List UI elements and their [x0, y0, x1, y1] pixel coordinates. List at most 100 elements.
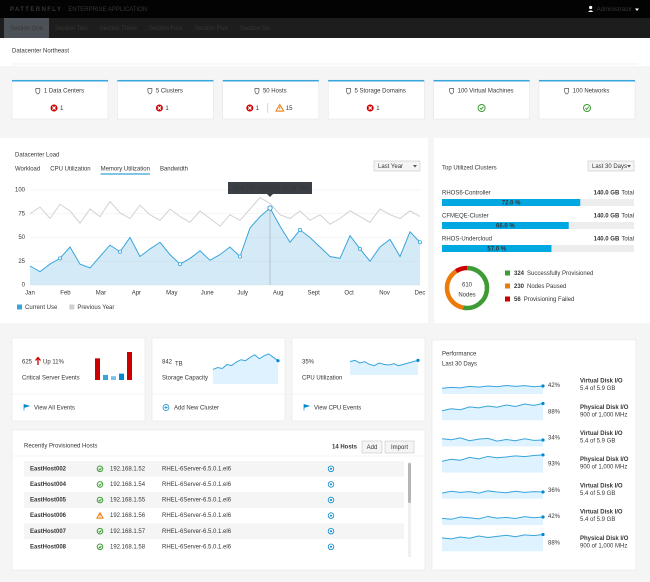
host-action[interactable] — [327, 512, 335, 519]
sparkline-area — [442, 385, 543, 394]
dropdown[interactable] — [587, 160, 635, 172]
performance-subtitle: Last 30 Days — [442, 362, 477, 368]
donut-total: 610 — [462, 283, 473, 289]
cluster-total: Total — [621, 237, 634, 243]
load-tab[interactable]: CPU Utilization — [50, 167, 90, 173]
performance-percent: 36% — [548, 488, 561, 494]
dropdown[interactable] — [373, 160, 421, 172]
status-count: 1 — [376, 106, 380, 112]
ok-icon-check — [98, 545, 102, 549]
host-action[interactable] — [327, 543, 335, 550]
y-tick-label: 0 — [22, 283, 26, 289]
plus-icon — [162, 404, 170, 411]
cluster-bar — [442, 245, 552, 252]
status-count: 1 — [60, 106, 64, 112]
host-version: RHEL-6Server-6.5.0.1.el6 — [162, 466, 232, 472]
host-action[interactable] — [327, 465, 335, 472]
series-point — [417, 240, 422, 245]
product-name: ENTERPRISE APPLICATION — [68, 7, 147, 13]
ok-icon — [96, 481, 104, 488]
status-card — [327, 79, 425, 120]
scroll-thumb — [408, 463, 411, 503]
error-icon-x — [52, 106, 56, 110]
summary-label: Critical Server Events — [22, 376, 80, 382]
plus-icon-cross — [164, 405, 168, 410]
summary-value: 842 — [162, 360, 173, 366]
performance-name: Physical Disk I/O — [580, 457, 629, 463]
hosts-button-label[interactable]: Import — [391, 445, 408, 451]
series-area — [30, 208, 420, 285]
hosts-button-label[interactable]: Add — [367, 445, 378, 451]
cluster-value-label: 57.0 % — [487, 246, 506, 252]
performance-detail: 5.4 of 5.9 GB — [580, 438, 615, 444]
cluster-used: 140.0 GB — [594, 214, 620, 220]
clusters-title: Top Utilized Clusters — [442, 166, 497, 172]
series-point — [58, 256, 63, 261]
load-panel — [0, 138, 428, 323]
performance-percent: 42% — [548, 514, 561, 520]
nav-item[interactable]: Section Three — [100, 26, 138, 32]
cluster-name: RHOS6-Controller — [442, 191, 491, 197]
status-card — [11, 79, 109, 120]
nav-item[interactable]: Section Two — [55, 26, 88, 32]
cluster-name: CFMEQE-Cluster — [442, 214, 489, 220]
shield-icon — [254, 88, 260, 95]
load-tab[interactable]: Bandwidth — [160, 167, 188, 173]
nav-item[interactable]: Section Four — [149, 26, 183, 32]
nav-item[interactable]: Section Six — [240, 26, 270, 32]
nav-active — [4, 18, 50, 38]
host-version: RHEL-6Server-6.5.0.1.el6 — [162, 482, 232, 488]
status-card-title: 100 Networks — [573, 89, 610, 95]
warning-icon — [275, 103, 285, 112]
donut-legend-label: Successfully Provisioned — [527, 271, 593, 277]
hosts-button[interactable] — [361, 440, 383, 454]
sparkline — [441, 515, 544, 520]
sparkline-area — [213, 353, 278, 384]
host-name: EastHost008 — [30, 544, 67, 550]
sparkline-area — [442, 516, 543, 525]
caret — [635, 8, 639, 11]
load-tab[interactable]: Memory Utilization — [101, 167, 150, 173]
hosts-button[interactable] — [384, 440, 415, 454]
user-menu[interactable]: Administrator — [597, 7, 632, 13]
performance-detail: 5.4 of 5.9 GB — [580, 517, 615, 523]
summary-link[interactable]: Add New Cluster — [174, 406, 219, 412]
table-row-stripe — [24, 492, 404, 508]
host-action[interactable] — [327, 481, 335, 488]
sparkline — [441, 437, 544, 442]
donut-legend-count: 56 — [514, 297, 521, 303]
dropdown-label[interactable]: Last 30 Days — [592, 164, 627, 170]
host-name: EastHost007 — [30, 529, 67, 535]
summary-unit: TB — [175, 362, 183, 368]
host-action[interactable] — [327, 528, 335, 535]
performance-detail: 5.4 of 5.9 GB — [580, 491, 615, 497]
error-icon-x — [157, 106, 162, 110]
ok-icon-check — [479, 106, 484, 111]
dropdown-label[interactable]: Last Year — [378, 164, 403, 170]
summary-link[interactable]: View All Events — [34, 406, 75, 412]
shield-icon — [449, 88, 454, 95]
load-tab[interactable]: Workload — [15, 167, 40, 173]
x-tick-label: Aug — [273, 291, 284, 297]
ok-icon-check — [98, 529, 102, 534]
host-action[interactable] — [327, 496, 335, 504]
sparkline — [441, 454, 544, 462]
cluster-total: Total — [621, 214, 634, 220]
summary-link[interactable]: View CPU Events — [314, 406, 361, 412]
hosts-title: Recently Provisioned Hosts — [24, 444, 97, 450]
performance-name: Virtual Disk I/O — [580, 431, 623, 437]
host-ip: 192.168.1.54 — [110, 482, 146, 488]
nav-item[interactable]: Section Five — [195, 26, 229, 32]
summary-trend: Up 11% — [43, 360, 65, 366]
donut-legend-swatch — [505, 270, 510, 276]
host-name: EastHost002 — [30, 466, 67, 472]
ok-icon-check — [585, 106, 590, 111]
legend-label: Current Use — [25, 305, 58, 311]
ok-icon-check — [98, 467, 102, 471]
cluster-name: RHOS-Undercloud — [442, 237, 492, 243]
nav-item[interactable]: Section One — [10, 26, 44, 32]
y-tick-label: 75 — [18, 211, 25, 217]
host-version: RHEL-6Server-6.5.0.1.el6 — [162, 544, 232, 550]
performance-name: Virtual Disk I/O — [580, 379, 623, 385]
